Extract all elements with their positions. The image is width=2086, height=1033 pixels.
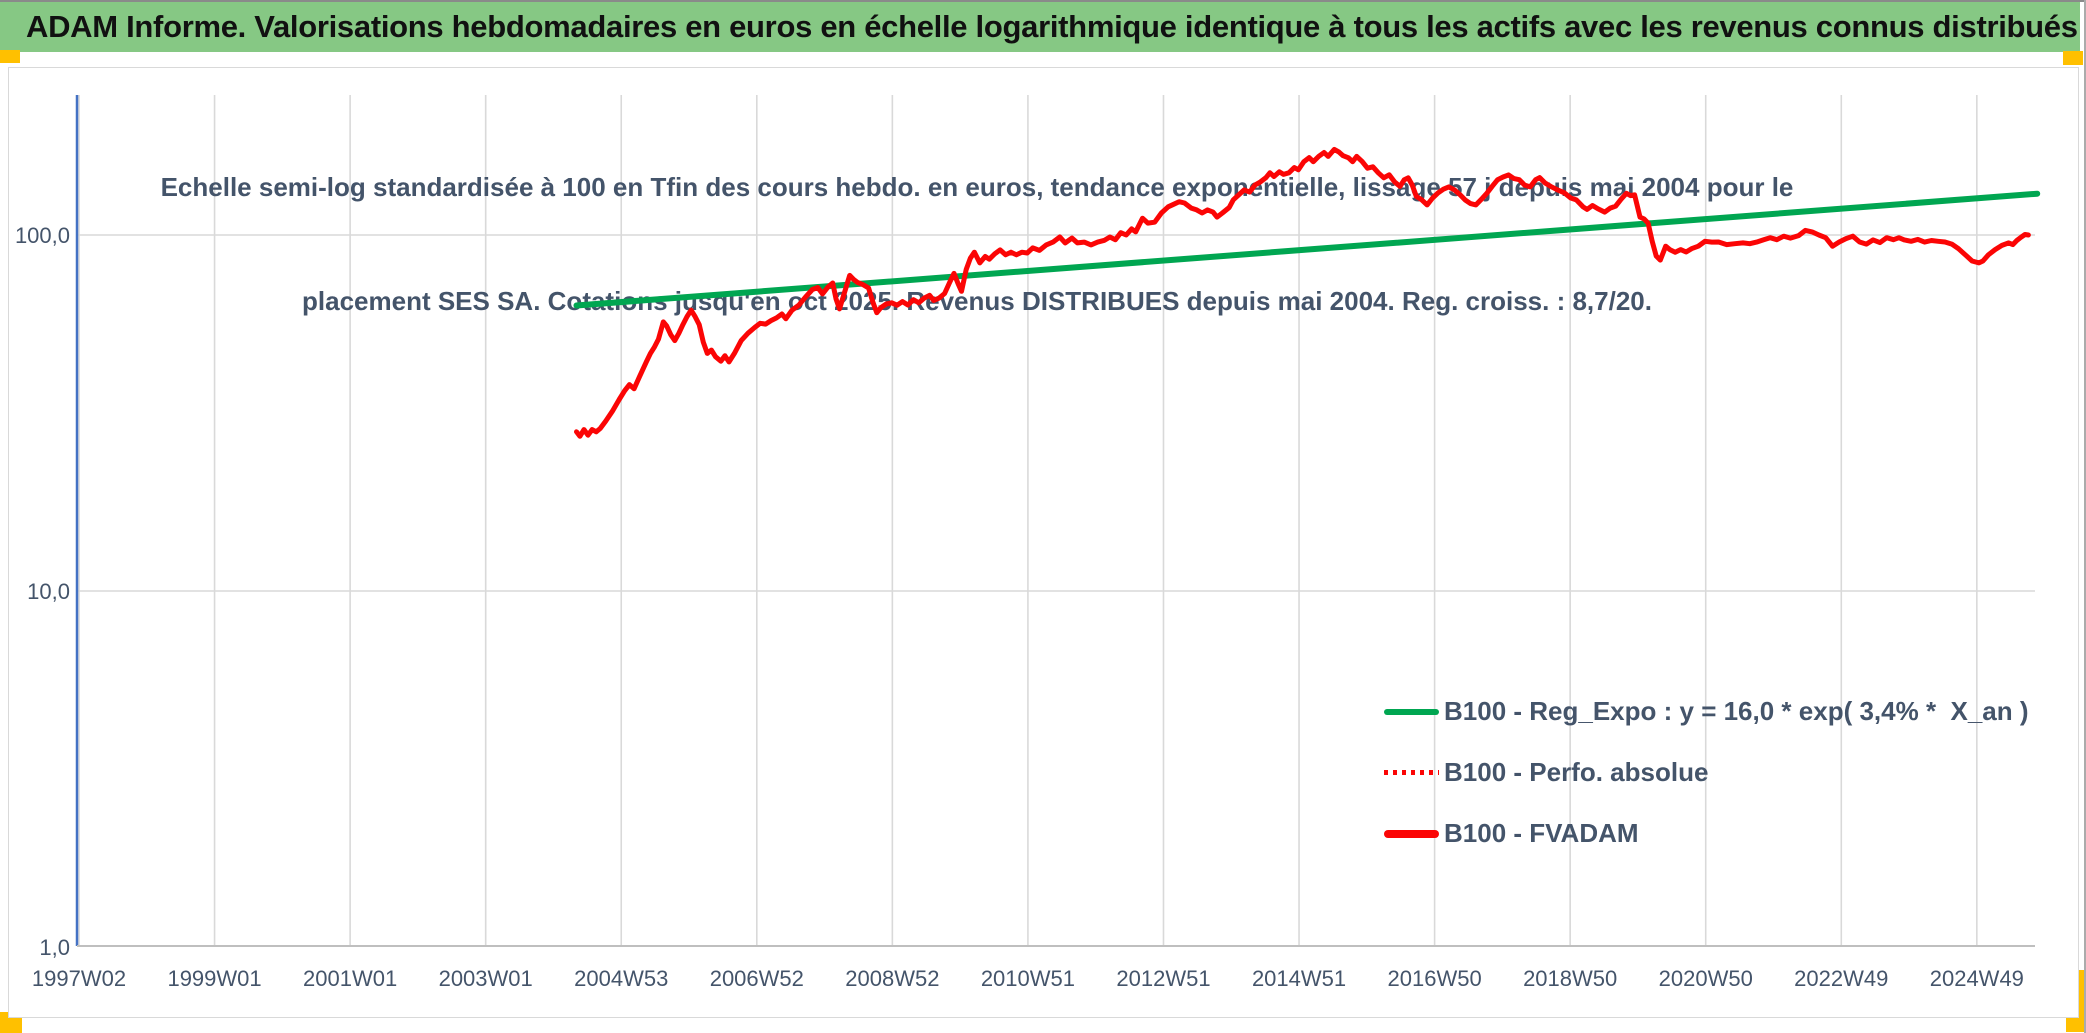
x-tick-label: 2003W01 (438, 966, 533, 991)
chart-area (8, 67, 2079, 1018)
series-line-reg_expo (573, 190, 2041, 309)
legend-item: B100 - Reg_Expo : y = 16,0 * exp( 3,4% *… (1384, 681, 2029, 742)
x-tick-label: 2006W52 (709, 966, 804, 991)
x-tick-label: 1999W01 (167, 966, 262, 991)
legend-swatch-solid-green-icon (1384, 708, 1439, 715)
legend-swatch-dotted-red-icon (1384, 770, 1439, 775)
chart-title-line2: placement SES SA. Cotations jusqu'en oct… (302, 286, 1652, 316)
accent-square-top-left (0, 50, 20, 63)
chart-title-line1: Echelle semi-log standardisée à 100 en T… (160, 172, 1794, 202)
chart-title: Echelle semi-log standardisée à 100 en T… (77, 92, 1877, 396)
title-bar: ADAM Informe. Valorisations hebdomadaire… (0, 2, 2080, 52)
legend-item: B100 - Perfo. absolue (1384, 742, 2029, 803)
series-line-fvadam (574, 146, 2031, 439)
legend-label: B100 - Reg_Expo : y = 16,0 * exp( 3,4% *… (1444, 696, 2029, 726)
y-tick-label: 100,0 (14, 223, 70, 248)
page-title: ADAM Informe. Valorisations hebdomadaire… (26, 9, 2078, 44)
x-tick-label: 2022W49 (1794, 966, 1889, 991)
legend-label: B100 - Perfo. absolue (1444, 757, 1709, 787)
series-line-perfo (574, 147, 2031, 439)
legend-label: B100 - FVADAM (1444, 818, 1639, 848)
x-tick-label: 2016W50 (1387, 966, 1482, 991)
y-tick-label: 10,0 (27, 579, 70, 604)
window-right-border (2084, 0, 2086, 1033)
window-top-border (0, 0, 2086, 2)
x-tick-label: 1997W02 (31, 966, 127, 991)
x-tick-label: 2008W52 (845, 966, 940, 991)
chart-legend: B100 - Reg_Expo : y = 16,0 * exp( 3,4% *… (1384, 681, 2029, 864)
x-tick-label: 2010W51 (980, 966, 1075, 991)
legend-swatch-solid-red-icon (1384, 829, 1439, 838)
x-tick-label: 2024W49 (1929, 966, 2024, 991)
y-tick-label: 1,0 (39, 935, 70, 960)
x-tick-label: 2020W50 (1658, 966, 1753, 991)
x-tick-label: 2004W53 (574, 966, 669, 991)
x-tick-label: 2012W51 (1116, 966, 1211, 991)
x-tick-label: 2014W51 (1251, 966, 1347, 991)
accent-square-top-right (2063, 51, 2083, 65)
legend-item: B100 - FVADAM (1384, 803, 2029, 864)
x-tick-label: 2018W50 (1523, 966, 1618, 991)
x-tick-label: 2001W01 (303, 966, 398, 991)
